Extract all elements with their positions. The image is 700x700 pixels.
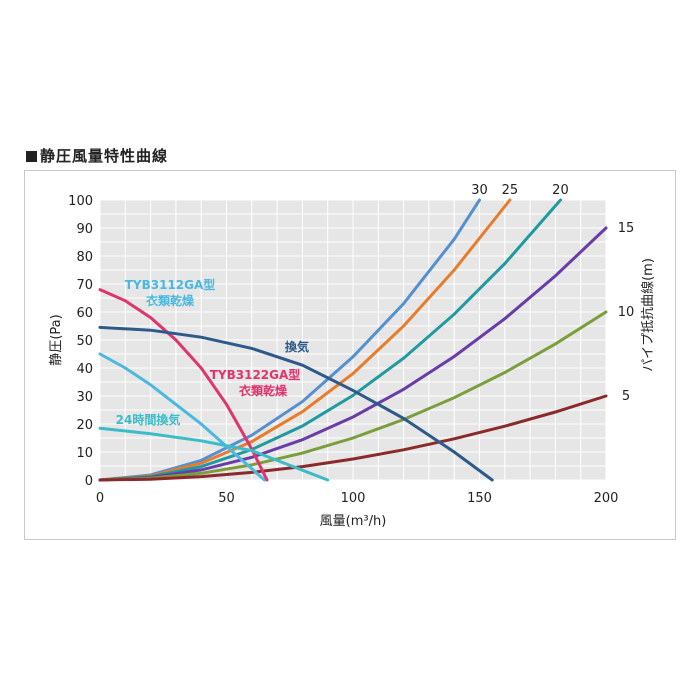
fan-curve (98, 288, 269, 482)
y-tick-label: 40 (76, 362, 93, 377)
pipe-curve-15 (98, 226, 608, 482)
pipe-curve-label: 5 (622, 389, 630, 404)
y-tick-label: 60 (76, 306, 93, 321)
square-bullet-icon (26, 151, 37, 162)
curve-annotation: 衣類乾燥 (146, 293, 195, 308)
curve-annotation: 換気 (285, 339, 309, 354)
y-tick-label: 80 (76, 250, 93, 265)
pipe-curve-label: 25 (502, 183, 519, 198)
x-tick-label: 50 (218, 491, 235, 506)
curve-annotation: 衣類乾燥 (239, 383, 288, 398)
x-tick-label: 150 (467, 491, 492, 506)
y-tick-label: 50 (76, 334, 93, 349)
chart-title: 静圧風量特性曲線 (40, 147, 169, 165)
x-axis-label: 風量(m³/h) (320, 514, 387, 529)
pipe-curve-10 (98, 310, 608, 482)
pipe-curve-25 (98, 198, 512, 482)
pipe-curve-label: 30 (471, 183, 488, 198)
y-tick-label: 90 (76, 222, 93, 237)
chart-heading: 静圧風量特性曲線 (26, 145, 168, 166)
fan-curve (98, 426, 330, 482)
y-tick-label: 100 (68, 194, 93, 209)
curve-annotation: 24時間換気 (116, 412, 181, 427)
x-tick-label: 200 (594, 491, 619, 506)
curve-annotation: TYB3122GA型 (210, 367, 301, 382)
pipe-curve-label: 15 (618, 221, 635, 236)
fan-curve (98, 325, 494, 482)
y2-axis-label: パイプ抵抗曲線(m) (640, 258, 656, 372)
fan-curve (98, 352, 266, 482)
y-tick-label: 30 (76, 390, 93, 405)
y-tick-label: 0 (85, 474, 93, 489)
y-tick-label: 10 (76, 446, 93, 461)
curve-annotation: TYB3112GA型 (125, 277, 216, 292)
pipe-curve-label: 10 (618, 305, 635, 320)
x-tick-label: 100 (341, 491, 366, 506)
x-tick-label: 0 (96, 491, 104, 506)
pipe-curve-5 (98, 394, 608, 482)
y-tick-label: 20 (76, 418, 93, 433)
pipe-curve-20 (98, 198, 562, 482)
y-axis-label: 静圧(Pa) (49, 314, 64, 365)
y-tick-label: 70 (76, 278, 93, 293)
chart-panel (24, 170, 676, 540)
pipe-curve-label: 20 (552, 183, 569, 198)
